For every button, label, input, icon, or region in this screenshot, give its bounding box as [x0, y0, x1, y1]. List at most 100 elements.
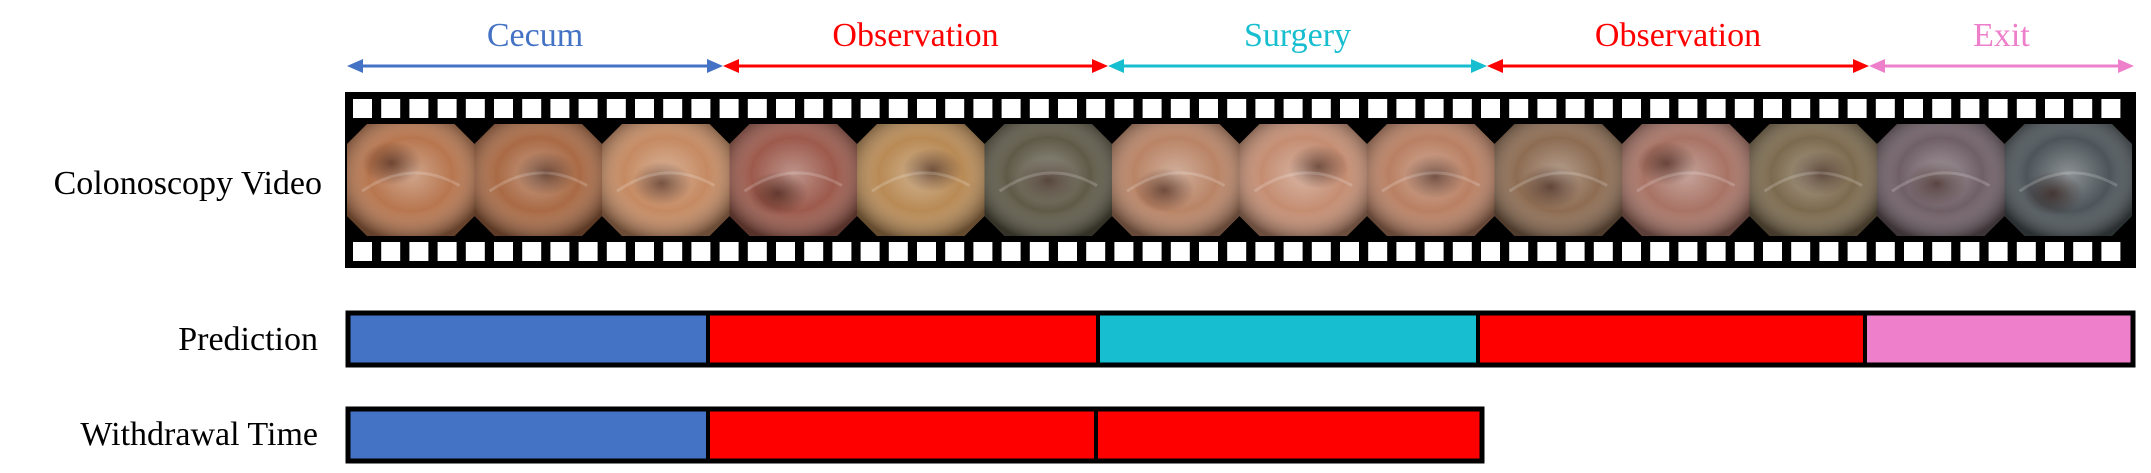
sprocket-hole [1593, 99, 1613, 118]
frame-lumen [1790, 151, 1851, 196]
sprocket-hole [832, 99, 852, 118]
sprocket-hole [1875, 99, 1895, 118]
phase-arrow-5: Exit [1869, 17, 2134, 73]
video-frame-1 [347, 124, 475, 236]
sprocket-hole [832, 242, 852, 261]
sprocket-hole [1340, 242, 1359, 261]
frame-lumen [902, 147, 963, 192]
withdrawal-bar-border [345, 406, 1485, 464]
frame-fold [361, 171, 461, 193]
sprocket-hole [804, 242, 824, 261]
sprocket-hole [691, 242, 711, 261]
frame-fold [1381, 171, 1481, 193]
sprocket-hole [1706, 99, 1726, 118]
sprocket-hole [1227, 242, 1247, 261]
sprocket-hole [381, 242, 401, 261]
sprocket-hole [945, 242, 965, 261]
sprocket-hole [2045, 99, 2064, 118]
sprocket-hole [1227, 99, 1247, 118]
sprocket-hole [1932, 242, 1952, 261]
sprocket-hole [1086, 99, 1106, 118]
prediction-segment-3 [1098, 315, 1478, 363]
sprocket-hole [1114, 99, 1134, 118]
video-frame-5 [857, 124, 985, 236]
arrow-head-left [723, 59, 739, 73]
sprocket-hole [860, 242, 880, 261]
sprocket-hole [1396, 99, 1416, 118]
sprocket-hole [888, 242, 908, 261]
phase-label-2: Observation [832, 17, 998, 54]
sprocket-hole [1537, 99, 1557, 118]
frame-lumen [1288, 144, 1349, 189]
arrow-head-right [1471, 59, 1487, 73]
sprocket-hole [1678, 242, 1698, 261]
withdrawal-time-bar [345, 406, 1485, 464]
sprocket-hole [1593, 242, 1613, 261]
frame-fold [1891, 171, 1991, 193]
sprocket-hole [1678, 99, 1698, 118]
sprocket-hole [1847, 99, 1867, 118]
frame-lumen [1018, 158, 1079, 202]
sprocket-hole [1029, 242, 1049, 261]
sprocket-hole [719, 242, 739, 261]
frame-fold [2018, 171, 2118, 193]
sprocket-hole [1058, 99, 1077, 118]
sprocket-hole [353, 99, 372, 118]
phase-label-4: Observation [1595, 17, 1761, 54]
frame-lumen [1636, 141, 1697, 186]
sprocket-hole [860, 99, 880, 118]
sprocket-hole [1396, 242, 1416, 261]
sprocket-hole [1340, 99, 1359, 118]
sprocket-hole [1622, 99, 1641, 118]
sprocket-hole [917, 99, 936, 118]
row-label-video: Colonoscopy Video [54, 165, 322, 202]
sprocket-hole [2101, 242, 2121, 261]
sprocket-hole [1311, 242, 1331, 261]
sprocket-hole [578, 99, 598, 118]
sprocket-hole [1650, 99, 1670, 118]
frame-lumen [747, 171, 808, 216]
sprocket-hole [409, 242, 429, 261]
frame-lumen [1906, 161, 1967, 206]
sprocket-holes-bottom [353, 242, 2121, 261]
sprocket-hole [522, 99, 542, 118]
sprocket-hole [465, 242, 485, 261]
arrow-head-left [1487, 59, 1503, 73]
sprocket-hole [1114, 242, 1134, 261]
sprocket-hole [1622, 242, 1641, 261]
sprocket-hole [917, 242, 936, 261]
prediction-segment-4 [1478, 315, 1865, 363]
sprocket-hole [1650, 242, 1670, 261]
arrow-head-right [1853, 59, 1869, 73]
prediction-segment-5 [1865, 315, 2131, 363]
sprocket-hole [1960, 99, 1980, 118]
sprocket-hole [973, 99, 993, 118]
sprocket-hole [494, 242, 513, 261]
sprocket-hole [945, 99, 965, 118]
sprocket-hole [1904, 242, 1923, 261]
sprocket-hole [1706, 242, 1726, 261]
withdrawal-segment-1 [350, 411, 708, 459]
prediction-bar-border [345, 310, 2136, 368]
video-frame-9 [1367, 124, 1495, 236]
sprocket-hole [2073, 242, 2093, 261]
sprocket-hole [719, 99, 739, 118]
frame-lumen [515, 151, 576, 196]
sprocket-hole [409, 99, 429, 118]
sprocket-hole [691, 99, 711, 118]
sprocket-hole [1424, 242, 1444, 261]
sprocket-hole [1481, 242, 1500, 261]
video-frames [347, 124, 2132, 236]
phase-arrow-2: Observation [723, 17, 1108, 73]
sprocket-hole [1932, 99, 1952, 118]
sprocket-hole [2073, 99, 2093, 118]
phase-arrow-4: Observation [1487, 17, 1869, 73]
sprocket-hole [1452, 242, 1472, 261]
sprocket-hole [1199, 242, 1218, 261]
sprocket-hole [606, 242, 626, 261]
sprocket-hole [1255, 99, 1275, 118]
frame-fold [1253, 171, 1353, 193]
sprocket-hole [465, 99, 485, 118]
arrow-head-left [1108, 59, 1124, 73]
sprocket-hole [1368, 99, 1388, 118]
